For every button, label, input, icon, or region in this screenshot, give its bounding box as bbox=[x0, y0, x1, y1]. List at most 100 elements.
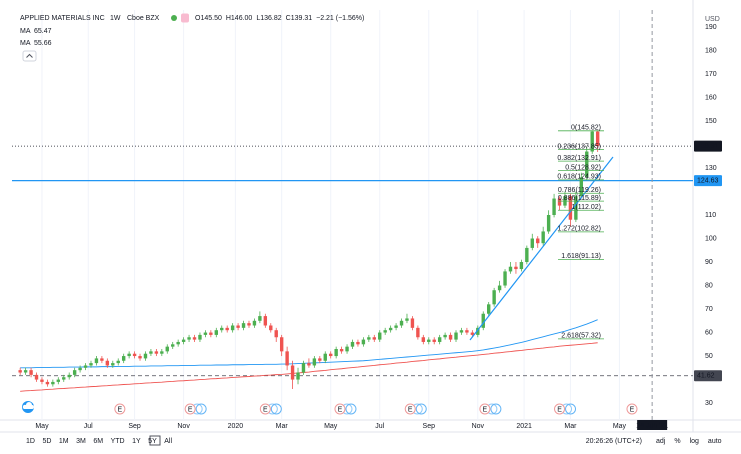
candle-body bbox=[476, 327, 480, 335]
candle-body bbox=[72, 370, 77, 375]
candle-body bbox=[405, 318, 409, 321]
candle-body bbox=[427, 339, 431, 342]
ma-label: MA bbox=[20, 28, 31, 35]
cloud-icon[interactable] bbox=[22, 401, 34, 413]
scale-option[interactable]: log bbox=[690, 438, 699, 445]
candle-body bbox=[83, 365, 88, 368]
split-marker[interactable] bbox=[195, 403, 207, 415]
x-tick-label: May bbox=[324, 423, 338, 430]
y-tick-label: 30 bbox=[705, 400, 713, 407]
scale-option[interactable]: adj bbox=[656, 438, 666, 445]
earnings-marker[interactable] bbox=[554, 403, 566, 415]
price-label: 139.31 bbox=[697, 143, 719, 150]
split-marker[interactable] bbox=[270, 403, 282, 415]
candle-body bbox=[312, 358, 317, 366]
range-button[interactable]: 1M bbox=[59, 438, 69, 445]
range-button[interactable]: 6M bbox=[93, 438, 103, 445]
candle-body bbox=[399, 320, 404, 326]
range-button[interactable]: 1Y bbox=[132, 438, 141, 445]
ohlc-value: −2.21 (−1.56%) bbox=[316, 15, 364, 22]
split-marker[interactable] bbox=[345, 403, 357, 415]
candle-body bbox=[514, 266, 518, 270]
split-marker[interactable] bbox=[415, 403, 427, 415]
candle-body bbox=[481, 313, 485, 328]
earnings-marker[interactable] bbox=[334, 403, 346, 415]
date-range-button[interactable] bbox=[149, 435, 161, 446]
range-button[interactable]: YTD bbox=[111, 438, 125, 445]
candle-body bbox=[329, 353, 333, 357]
y-tick-label: 170 bbox=[705, 71, 717, 78]
candle-body bbox=[568, 196, 573, 220]
candle-body bbox=[296, 372, 300, 380]
cursor-date-label: 14 Jun '21 bbox=[636, 422, 668, 429]
candle-body bbox=[334, 349, 338, 357]
candle-body bbox=[263, 316, 268, 326]
x-tick-label: Mar bbox=[276, 423, 289, 430]
candle-body bbox=[361, 339, 366, 345]
candle-body bbox=[470, 332, 475, 335]
candle-body bbox=[416, 327, 420, 338]
candle-body bbox=[318, 358, 322, 361]
fib-label: 0.618(124.93) bbox=[557, 174, 601, 181]
range-button[interactable]: 1D bbox=[26, 438, 35, 445]
fib-label: 1.272(102.82) bbox=[557, 226, 601, 233]
candle-body bbox=[176, 341, 180, 345]
scale-option[interactable]: auto bbox=[708, 438, 722, 445]
x-tick-label: May bbox=[613, 423, 627, 430]
earnings-label: E bbox=[338, 406, 343, 413]
candle-body bbox=[410, 318, 415, 328]
candle-body bbox=[307, 363, 311, 366]
price-label-box bbox=[694, 140, 722, 152]
price-label-box bbox=[694, 175, 722, 187]
earnings-marker[interactable] bbox=[184, 403, 196, 415]
range-button[interactable]: 5Y bbox=[148, 438, 157, 445]
x-tick-label: Sep bbox=[128, 423, 141, 430]
earnings-marker[interactable] bbox=[404, 403, 416, 415]
ohlc-value: C139.31 bbox=[286, 15, 313, 22]
range-button[interactable]: 5D bbox=[42, 438, 51, 445]
split-marker[interactable] bbox=[490, 403, 502, 415]
earnings-marker[interactable] bbox=[114, 403, 126, 415]
symbol: APPLIED MATERIALS INC bbox=[20, 15, 105, 22]
candle-body bbox=[274, 330, 278, 338]
scale-option[interactable]: % bbox=[674, 438, 680, 445]
candle-body bbox=[383, 330, 387, 333]
fib-label: 0.382(132.91) bbox=[557, 155, 601, 162]
earnings-label: E bbox=[630, 406, 635, 413]
x-tick-label: 2021 bbox=[516, 423, 532, 430]
candle-body bbox=[127, 353, 131, 357]
candle-body bbox=[121, 356, 126, 361]
earnings-label: E bbox=[557, 406, 562, 413]
earnings-marker[interactable] bbox=[626, 403, 638, 415]
split-marker[interactable] bbox=[565, 403, 577, 415]
y-tick-label: 50 bbox=[705, 353, 713, 360]
candle-body bbox=[388, 327, 393, 331]
candle-body bbox=[279, 337, 284, 352]
earnings-marker[interactable] bbox=[479, 403, 491, 415]
candle-body bbox=[132, 353, 137, 357]
cursor-date-box bbox=[637, 420, 668, 430]
earnings-marker[interactable] bbox=[259, 403, 271, 415]
x-tick-label: 2020 bbox=[228, 423, 244, 430]
fib-label: 0(145.82) bbox=[571, 125, 601, 132]
flag-icon[interactable] bbox=[181, 13, 189, 23]
candle-body bbox=[29, 370, 33, 375]
exchange: Cboe BZX bbox=[127, 15, 160, 22]
range-button[interactable]: All bbox=[164, 438, 172, 445]
candle-body bbox=[236, 325, 240, 328]
candle-body bbox=[454, 332, 458, 340]
fib-label: 0.786(119.26) bbox=[558, 187, 601, 194]
range-button[interactable]: 3M bbox=[76, 438, 86, 445]
candle-body bbox=[116, 360, 120, 364]
candle-body bbox=[301, 363, 306, 373]
candle-body bbox=[241, 323, 246, 328]
candle-body bbox=[432, 339, 436, 342]
candle-body bbox=[89, 363, 93, 366]
candle-body bbox=[220, 327, 224, 331]
collapse-button[interactable] bbox=[22, 50, 37, 62]
candle-body bbox=[203, 332, 208, 335]
x-tick-label: May bbox=[35, 423, 49, 430]
candle-body bbox=[198, 334, 202, 340]
candle-body bbox=[437, 337, 442, 342]
